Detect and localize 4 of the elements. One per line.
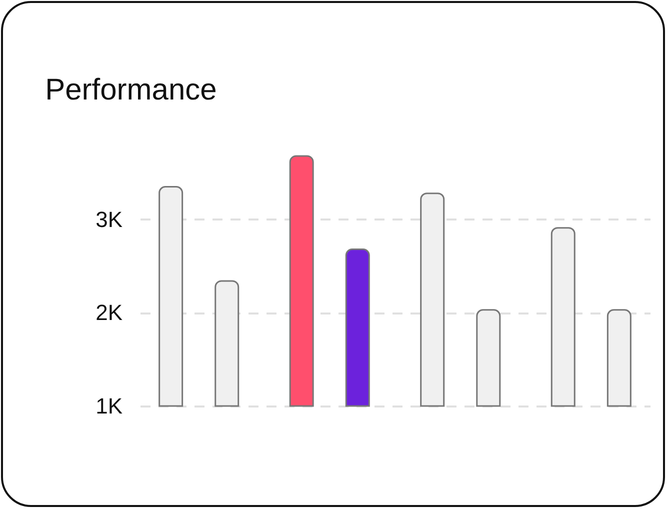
y-tick-label: 2K <box>96 300 123 326</box>
y-tick-label: 3K <box>96 206 123 232</box>
y-tick-label: 1K <box>96 394 123 418</box>
chart-title: Performance <box>45 73 217 106</box>
